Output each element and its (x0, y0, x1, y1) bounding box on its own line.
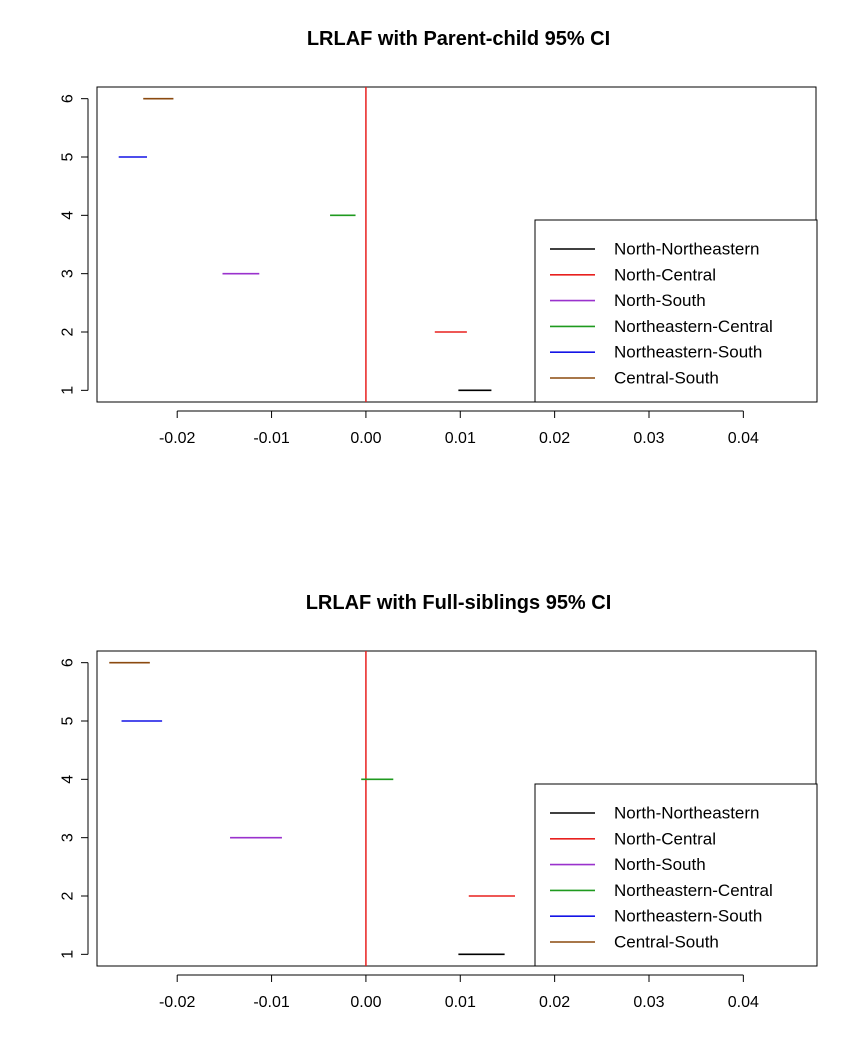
legend-label-central-south: Central-South (614, 369, 719, 388)
x-tick-label: 0.04 (728, 994, 759, 1011)
chart-title: LRLAF with Parent-child 95% CI (307, 28, 610, 50)
legend-label-north-northeastern: North-Northeastern (614, 240, 760, 259)
legend-label-northeastern-south: Northeastern-South (614, 343, 762, 362)
x-tick-label: -0.02 (159, 994, 196, 1011)
x-tick-label: 0.01 (445, 994, 476, 1011)
x-tick-label: 0.03 (633, 994, 664, 1011)
x-tick-label: -0.01 (253, 430, 290, 447)
y-tick-label: 1 (60, 950, 77, 959)
legend-label-north-central: North-Central (614, 829, 716, 848)
legend-box (534, 219, 818, 403)
x-tick-label: 0.00 (350, 430, 381, 447)
legend-label-north-south: North-South (614, 855, 706, 874)
legend-label-northeastern-south: Northeastern-South (614, 907, 762, 926)
legend-label-northeastern-central: Northeastern-Central (614, 317, 773, 336)
y-tick-label: 3 (60, 269, 77, 278)
chart-panel-1: LRLAF with Parent-child 95% CI -0.02 -0.01… (60, 28, 818, 447)
y-tick-label: 1 (60, 386, 77, 395)
x-tick-label: 0.02 (539, 994, 570, 1011)
y-tick-label: 4 (60, 211, 77, 220)
legend-label-north-central: North-Central (614, 265, 716, 284)
x-tick-label: 0.03 (633, 430, 664, 447)
x-tick-label: 0.04 (728, 430, 759, 447)
legend: North-Northeastern North-Central North-Sou… (534, 219, 818, 403)
y-tick-label: 5 (60, 152, 77, 161)
legend-label-north-northeastern: North-Northeastern (614, 804, 760, 823)
y-tick-label: 4 (60, 775, 77, 784)
y-tick-label: 2 (60, 327, 77, 336)
y-tick-label: 6 (60, 94, 77, 103)
legend: North-Northeastern North-Central North-Sou… (534, 783, 818, 967)
legend-label-central-south: Central-South (614, 933, 719, 952)
x-tick-label: 0.01 (445, 430, 476, 447)
x-tick-label: 0.00 (350, 994, 381, 1011)
chart-title: LRLAF with Full-siblings 95% CI (306, 592, 612, 614)
legend-box (534, 783, 818, 967)
y-tick-label: 3 (60, 833, 77, 842)
y-tick-label: 5 (60, 716, 77, 725)
y-tick-label: 2 (60, 891, 77, 900)
x-tick-label: 0.02 (539, 430, 570, 447)
chart-panel-2: LRLAF with Full-siblings 95% CI -0.02 -0.0… (60, 592, 818, 1011)
y-tick-label: 6 (60, 658, 77, 667)
x-tick-label: -0.01 (253, 994, 290, 1011)
x-tick-label: -0.02 (159, 430, 196, 447)
legend-label-northeastern-central: Northeastern-Central (614, 881, 773, 900)
legend-label-north-south: North-South (614, 291, 706, 310)
